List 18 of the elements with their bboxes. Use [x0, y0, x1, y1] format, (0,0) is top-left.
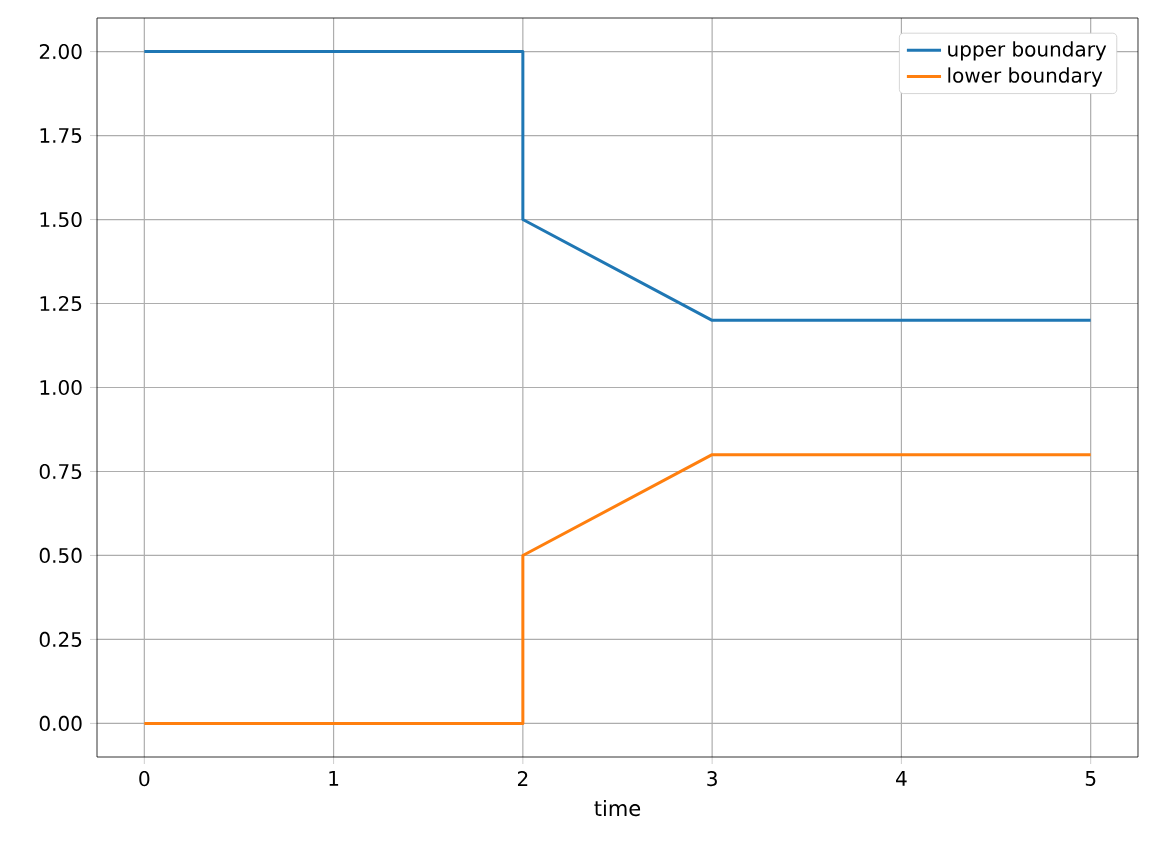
x-tick-label: 0	[139, 771, 150, 787]
x-tick-label: 2	[517, 771, 528, 786]
y-tick-label: 0.00	[39, 715, 82, 731]
y-tick-label: 0.75	[39, 463, 82, 480]
y-tick-label: 2.00	[39, 44, 82, 60]
x-tick-label: 1	[329, 771, 339, 786]
legend-label: upper boundary	[948, 41, 1107, 61]
legend-label: lower boundary	[948, 67, 1103, 87]
x-tick-label: 4	[896, 771, 907, 786]
x-tick-label: 5	[1085, 771, 1096, 786]
y-tick-label: 1.00	[40, 379, 82, 396]
y-tick-label: 1.75	[40, 128, 82, 143]
y-tick-label: 1.50	[40, 211, 82, 228]
x-tick-label: 3	[707, 771, 717, 787]
y-tick-label: 1.25	[40, 295, 82, 312]
x-axis-title: time	[594, 799, 641, 817]
y-tick-label: 0.50	[39, 547, 82, 564]
y-tick-label: 0.25	[39, 631, 82, 647]
